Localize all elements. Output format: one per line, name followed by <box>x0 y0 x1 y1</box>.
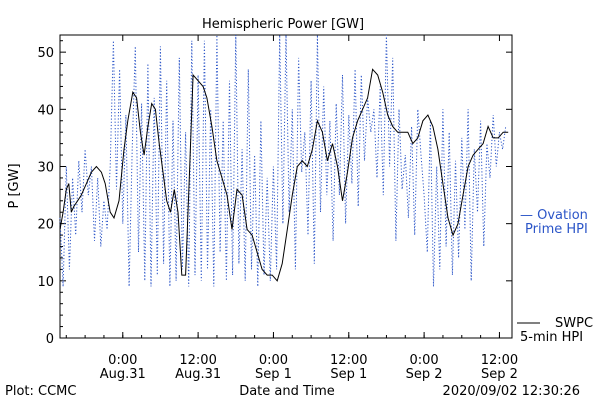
legend-ovation-line2: Prime HPI <box>525 222 588 237</box>
series-swpc-line <box>59 68 509 282</box>
legend-swpc: SWPC 5-min HPI <box>517 316 593 345</box>
x-tick-label-date: Sep 2 <box>406 367 443 382</box>
x-tick-label-date: Aug.31 <box>175 367 221 382</box>
x-tick-label-date: Aug.31 <box>100 367 146 382</box>
y-tick-label: 50 <box>37 46 54 61</box>
footer-left: Plot: CCMC <box>5 384 76 399</box>
legend-swpc-line2: 5-min HPI <box>520 330 583 345</box>
plot-frame <box>59 34 513 339</box>
y-tick-label: 0 <box>46 332 54 347</box>
x-tick-label-time: 0:00 <box>259 353 288 368</box>
footer-right: 2020/09/02 12:30:26 <box>443 384 580 399</box>
x-axis-label: Date and Time <box>239 384 335 399</box>
legend-ovation-line1: — Ovation <box>520 208 588 223</box>
legend-ovation: — Ovation Prime HPI <box>520 208 588 237</box>
series-ovation-prime-line <box>59 34 507 287</box>
y-tick-label: 20 <box>37 218 54 233</box>
x-tick-label-time: 0:00 <box>410 353 439 368</box>
y-axis-label: P [GW] <box>7 163 22 208</box>
legend-swpc-line1: SWPC <box>555 316 593 331</box>
y-axis-ticks: 0 10 20 30 40 50 <box>37 40 512 347</box>
y-tick-label: 30 <box>37 160 54 175</box>
x-tick-label-date: Sep 2 <box>481 367 518 382</box>
x-tick-label-time: 12:00 <box>179 353 216 368</box>
x-tick-label-time: 12:00 <box>481 353 518 368</box>
x-tick-label-time: 0:00 <box>108 353 137 368</box>
x-tick-label-time: 12:00 <box>330 353 367 368</box>
y-tick-label: 10 <box>37 275 54 290</box>
y-tick-label: 40 <box>37 103 54 118</box>
x-tick-label-date: Sep 1 <box>255 367 292 382</box>
x-tick-label-date: Sep 1 <box>330 367 367 382</box>
chart-title: Hemispheric Power [GW] <box>202 17 364 32</box>
